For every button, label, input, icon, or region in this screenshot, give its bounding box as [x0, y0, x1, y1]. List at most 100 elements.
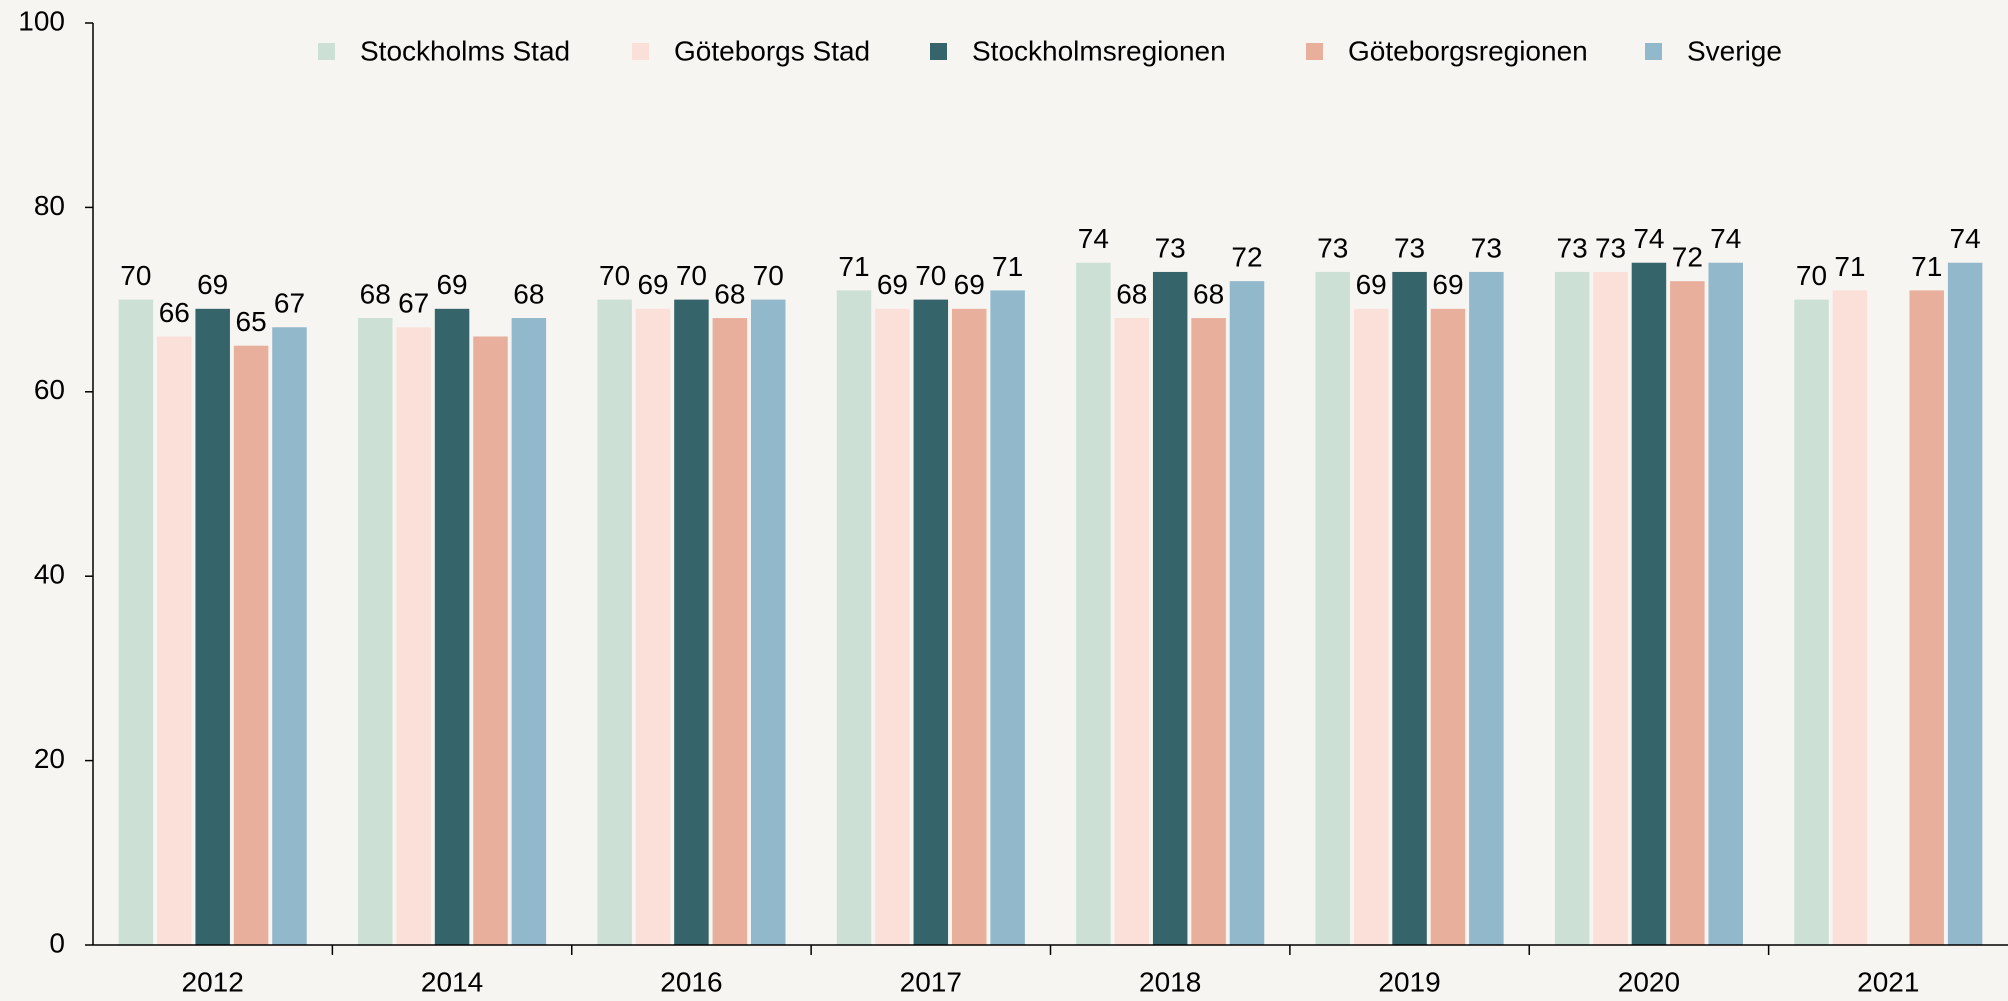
bar [1554, 271, 1590, 945]
bar [396, 327, 431, 945]
value-label: 71 [838, 251, 869, 282]
value-label: 68 [1193, 278, 1224, 309]
legend-label: Sverige [1687, 35, 1782, 66]
value-label: 67 [274, 288, 305, 319]
bar [195, 308, 230, 945]
bar [836, 290, 872, 945]
bar [1708, 262, 1743, 946]
value-label: 73 [1471, 232, 1502, 263]
bar [1191, 318, 1226, 945]
value-label: 66 [159, 297, 190, 328]
y-tick-label: 20 [34, 743, 65, 774]
bar [157, 336, 192, 946]
bar [597, 299, 632, 946]
x-tick-label: 2012 [182, 966, 244, 997]
value-label: 70 [753, 260, 784, 291]
value-label: 70 [120, 260, 151, 291]
bar [473, 336, 508, 946]
x-tick-label: 2017 [900, 966, 962, 997]
value-label: 70 [915, 260, 946, 291]
value-label: 69 [954, 269, 985, 300]
value-label: 68 [513, 278, 544, 309]
bar [1670, 281, 1705, 945]
legend-label: Stockholmsregionen [972, 35, 1226, 66]
value-label: 71 [1911, 251, 1942, 282]
legend-label: Göteborgsregionen [1348, 35, 1588, 66]
x-tick-label: 2021 [1857, 966, 1919, 997]
legend-swatch [1645, 43, 1662, 60]
value-label: 73 [1317, 232, 1348, 263]
bar [233, 345, 269, 945]
y-tick-label: 60 [34, 374, 65, 405]
value-label: 70 [599, 260, 630, 291]
x-tick-label: 2019 [1378, 966, 1440, 997]
value-label: 74 [1633, 223, 1664, 254]
y-tick-label: 0 [49, 927, 65, 958]
value-label: 68 [360, 278, 391, 309]
legend-swatch [1306, 43, 1323, 60]
value-label: 71 [992, 251, 1023, 282]
x-tick-label: 2020 [1618, 966, 1680, 997]
bar [1631, 262, 1667, 946]
legend-swatch [632, 43, 649, 60]
y-tick-label: 40 [34, 559, 65, 590]
x-tick-label: 2016 [660, 966, 722, 997]
value-label: 74 [1710, 223, 1741, 254]
bar [1392, 271, 1427, 945]
value-label: 69 [436, 269, 467, 300]
value-label: 72 [1231, 242, 1262, 273]
value-label: 69 [197, 269, 228, 300]
bar [635, 308, 671, 945]
bar [272, 327, 307, 945]
bar [1353, 308, 1389, 945]
bar [434, 308, 470, 945]
value-label: 70 [676, 260, 707, 291]
bar [1152, 271, 1188, 945]
bar [750, 299, 786, 946]
value-label: 71 [1834, 251, 1865, 282]
value-label: 74 [1078, 223, 1109, 254]
value-label: 73 [1394, 232, 1425, 263]
bar [1315, 271, 1351, 945]
value-label: 69 [1432, 269, 1463, 300]
value-label: 68 [714, 278, 745, 309]
bar [358, 318, 393, 945]
bar [118, 299, 154, 946]
bar [712, 318, 748, 945]
bar [990, 290, 1025, 945]
bar [1794, 299, 1829, 946]
bar [1832, 290, 1868, 945]
bar [1593, 271, 1628, 945]
value-label: 74 [1950, 223, 1981, 254]
y-tick-label: 100 [18, 5, 65, 36]
bar [951, 308, 987, 945]
y-tick-label: 80 [34, 190, 65, 221]
legend-label: Stockholms Stad [360, 35, 570, 66]
bar [1430, 308, 1466, 945]
bar [1469, 271, 1504, 945]
value-label: 69 [1356, 269, 1387, 300]
legend-swatch [318, 43, 335, 60]
bar [913, 299, 949, 946]
value-label: 73 [1557, 232, 1588, 263]
x-tick-label: 2018 [1139, 966, 1201, 997]
bar [1114, 318, 1150, 945]
value-label: 69 [637, 269, 668, 300]
value-label: 69 [877, 269, 908, 300]
value-label: 73 [1595, 232, 1626, 263]
x-tick-label: 2014 [421, 966, 483, 997]
legend-label: Göteborgs Stad [674, 35, 870, 66]
bar [875, 308, 910, 945]
bar [1947, 262, 1983, 946]
value-label: 72 [1672, 242, 1703, 273]
value-label: 65 [236, 306, 267, 337]
bar [1229, 281, 1265, 945]
bar [1909, 290, 1944, 945]
value-label: 67 [398, 288, 429, 319]
value-label: 73 [1155, 232, 1186, 263]
legend-swatch [930, 43, 947, 60]
value-label: 70 [1796, 260, 1827, 291]
bar [1076, 262, 1111, 946]
bar [511, 318, 547, 945]
